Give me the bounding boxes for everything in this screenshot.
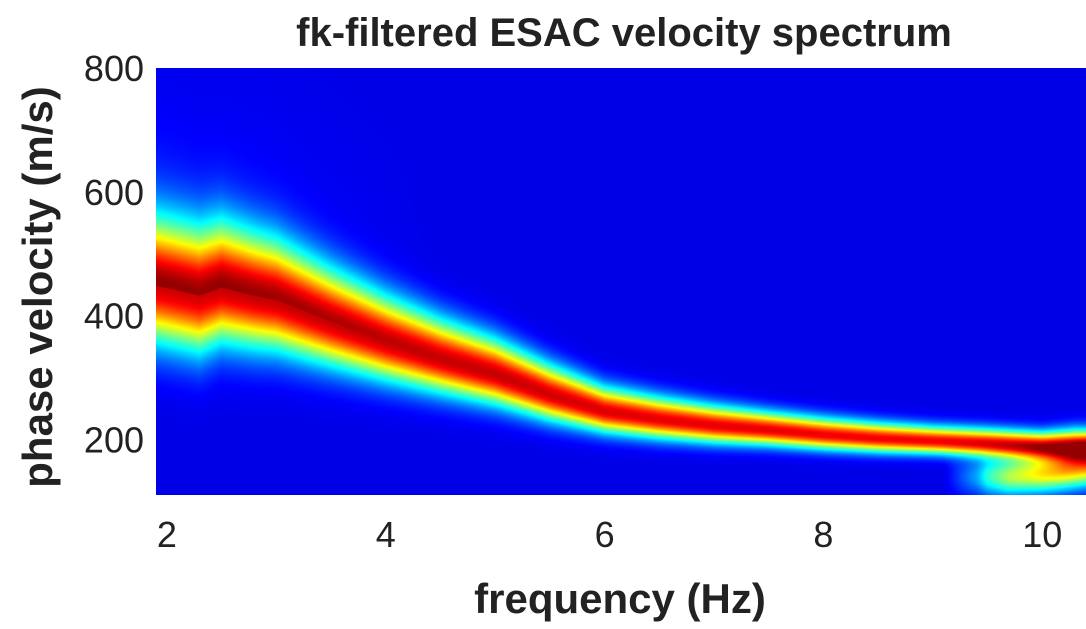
x-tick-label: 6 [595,514,615,555]
x-axis-ticks: 2 4 6 8 10 [157,514,1062,555]
heatmap-image [156,68,1086,495]
y-axis-ticks: 200 400 600 800 [84,48,144,460]
plot-area [156,68,1086,495]
y-axis-label: phase velocity (m/s) [14,86,61,487]
x-tick-label: 10 [1022,514,1062,555]
chart-title: fk-filtered ESAC velocity spectrum [296,11,952,55]
x-tick-label: 4 [376,514,396,555]
x-axis-label: frequency (Hz) [474,575,766,622]
y-tick-label: 200 [84,419,144,460]
y-tick-label: 800 [84,48,144,89]
x-tick-label: 8 [813,514,833,555]
x-tick-label: 2 [157,514,177,555]
y-tick-label: 400 [84,296,144,337]
y-tick-label: 600 [84,172,144,213]
